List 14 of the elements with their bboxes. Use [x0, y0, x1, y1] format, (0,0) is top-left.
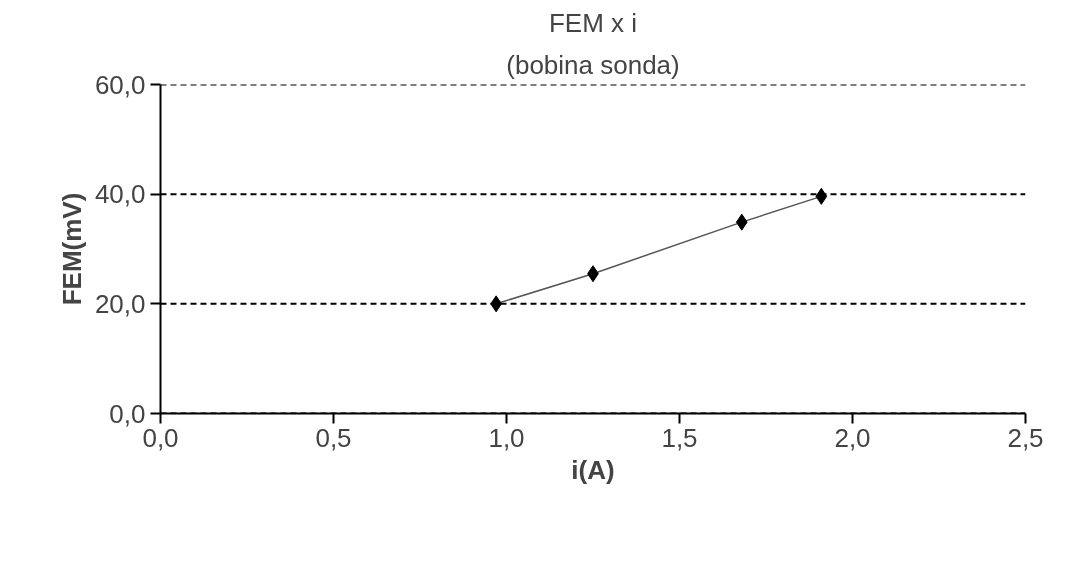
x-tick-label: 0,5	[315, 422, 352, 453]
y-tick-label: 60,0	[94, 69, 146, 100]
x-tick-label: 1,0	[488, 422, 525, 453]
y-tick-label: 20,0	[94, 288, 146, 319]
chart-subtitle: (bobina sonda)	[506, 49, 680, 80]
point	[815, 187, 828, 205]
x-axis-title: i(A)	[571, 454, 615, 485]
x-tick-label: 2,5	[1007, 422, 1044, 453]
chart-title: FEM x i	[548, 7, 638, 38]
point	[735, 213, 748, 231]
y-axis-title: FEM(mV)	[56, 192, 87, 306]
x-tick-label: 2,0	[834, 422, 871, 453]
x-tick-label: 1,5	[661, 422, 698, 453]
y-tick-label: 40,0	[94, 179, 146, 210]
